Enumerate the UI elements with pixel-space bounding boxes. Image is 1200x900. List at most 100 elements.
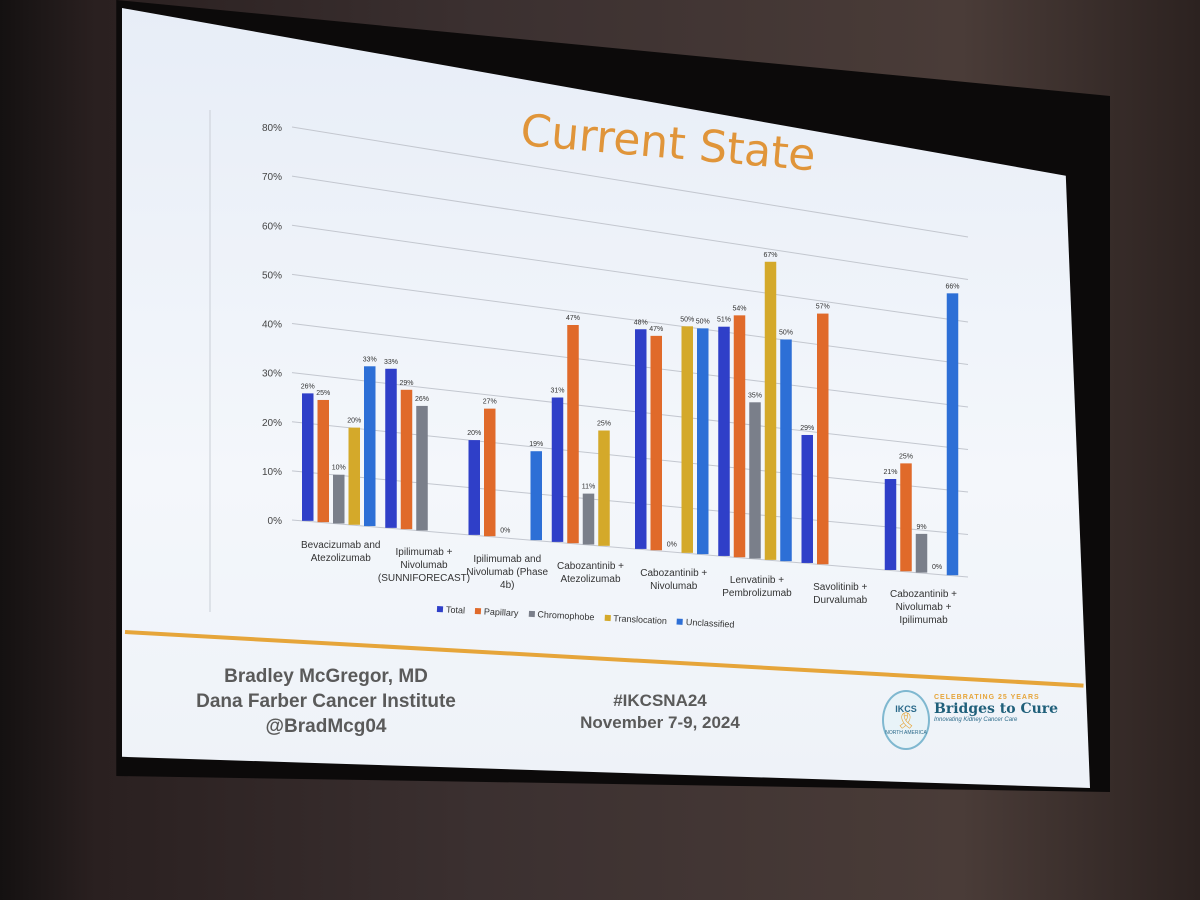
- data-label: 50%: [680, 316, 694, 323]
- legend-swatch: [676, 618, 684, 625]
- data-label: 29%: [800, 425, 814, 432]
- bar: [718, 326, 730, 556]
- y-tick-label: 10%: [262, 467, 282, 478]
- category-label: Ipilimumab +: [396, 547, 453, 558]
- event-hashtag: #IKCSNA24: [613, 691, 707, 710]
- data-label: 0%: [932, 564, 942, 571]
- bar: [317, 399, 329, 523]
- gridline: [291, 175, 969, 280]
- category-label: Durvalumab: [813, 595, 867, 606]
- category-label: Nivolumab: [650, 581, 698, 592]
- bar: [385, 368, 397, 528]
- data-label: 33%: [363, 356, 377, 363]
- data-label: 25%: [899, 453, 913, 460]
- bar: [302, 393, 314, 521]
- bar: [764, 261, 777, 560]
- y-tick-label: 50%: [262, 270, 282, 281]
- bar: [900, 463, 912, 572]
- gridline: [291, 323, 969, 408]
- bar: [697, 328, 709, 555]
- category-label: Lenvatinib +: [730, 575, 784, 586]
- data-label: 25%: [316, 390, 330, 397]
- presenter-name: Bradley McGregor, MD: [224, 666, 428, 687]
- category-label: Nivolumab +: [896, 602, 952, 613]
- legend-swatch: [528, 610, 535, 618]
- category-label: Cabozantinib +: [640, 568, 707, 579]
- logo-tagline: Innovating Kidney Cancer Care: [934, 717, 1018, 723]
- data-label: 0%: [500, 527, 510, 534]
- data-label: 33%: [384, 359, 398, 366]
- category-label: Nivolumab: [400, 560, 448, 571]
- bar: [567, 324, 579, 544]
- bar: [364, 366, 376, 527]
- data-label: 57%: [816, 304, 830, 311]
- legend-item: Total: [436, 604, 466, 616]
- bar: [681, 326, 693, 553]
- category-label: Ipilimumab and: [473, 554, 541, 565]
- bar: [598, 430, 610, 546]
- data-label: 35%: [748, 392, 762, 399]
- data-label: 50%: [696, 318, 710, 325]
- data-label: 29%: [399, 380, 413, 387]
- y-tick-label: 0%: [268, 516, 283, 527]
- category-label: 4b): [500, 580, 514, 591]
- data-label: 11%: [582, 484, 596, 491]
- category-label: Atezolizumab: [311, 553, 371, 564]
- bar: [915, 533, 928, 573]
- bar: [817, 313, 829, 565]
- y-tick-label: 40%: [262, 320, 282, 331]
- data-label: 21%: [883, 469, 897, 476]
- bar: [780, 339, 792, 562]
- bar: [400, 389, 413, 530]
- gridline: [291, 126, 969, 238]
- bar: [551, 397, 564, 542]
- bar: [416, 405, 428, 531]
- category-label: Atezolizumab: [560, 574, 620, 585]
- gridline: [291, 224, 969, 323]
- legend-swatch: [604, 614, 611, 622]
- legend-label: Papillary: [483, 606, 519, 619]
- bar: [484, 408, 496, 537]
- bar: [884, 479, 897, 570]
- data-label: 20%: [347, 418, 361, 425]
- data-label: 26%: [301, 383, 315, 390]
- data-label: 48%: [634, 319, 648, 326]
- ikcs-logo: IKCS 🎗 NORTH AMERICA CELEBRATING 25 YEAR…: [878, 690, 1058, 760]
- data-label: 54%: [732, 305, 746, 312]
- bar: [801, 434, 813, 563]
- data-label: 47%: [566, 315, 580, 322]
- y-tick-label: 30%: [262, 369, 282, 380]
- data-label: 27%: [483, 399, 497, 406]
- data-label: 66%: [945, 283, 959, 290]
- legend-label: Total: [445, 604, 466, 616]
- bar: [530, 451, 542, 541]
- y-tick-label: 20%: [262, 418, 282, 429]
- badge-text: IKCS: [895, 704, 917, 714]
- data-label: 0%: [667, 542, 677, 549]
- y-tick-label: 70%: [262, 172, 282, 183]
- ribbon-icon: 🎗: [895, 713, 917, 730]
- data-label: 31%: [550, 388, 564, 395]
- category-label: Pembrolizumab: [722, 588, 792, 599]
- data-label: 51%: [717, 317, 731, 324]
- category-label: (SUNNIFORECAST): [378, 573, 470, 584]
- bar: [749, 402, 761, 559]
- presenter-block: Bradley McGregor, MD Dana Farber Cancer …: [196, 664, 456, 739]
- gridline: [291, 519, 969, 578]
- category-label: Cabozantinib +: [557, 561, 624, 572]
- bar: [650, 335, 662, 551]
- bar: [468, 440, 480, 535]
- data-label: 26%: [415, 396, 429, 403]
- legend-swatch: [436, 606, 444, 613]
- data-label: 50%: [779, 329, 793, 336]
- gridline: [291, 273, 969, 365]
- bar: [733, 315, 746, 558]
- data-label: 25%: [597, 421, 611, 428]
- bar: [348, 427, 360, 525]
- category-label: Cabozantinib +: [890, 589, 957, 600]
- y-tick-label: 60%: [262, 221, 282, 232]
- bar: [582, 493, 595, 545]
- logo-celebrating: CELEBRATING 25 YEARS: [934, 694, 1040, 701]
- bar: [635, 329, 647, 549]
